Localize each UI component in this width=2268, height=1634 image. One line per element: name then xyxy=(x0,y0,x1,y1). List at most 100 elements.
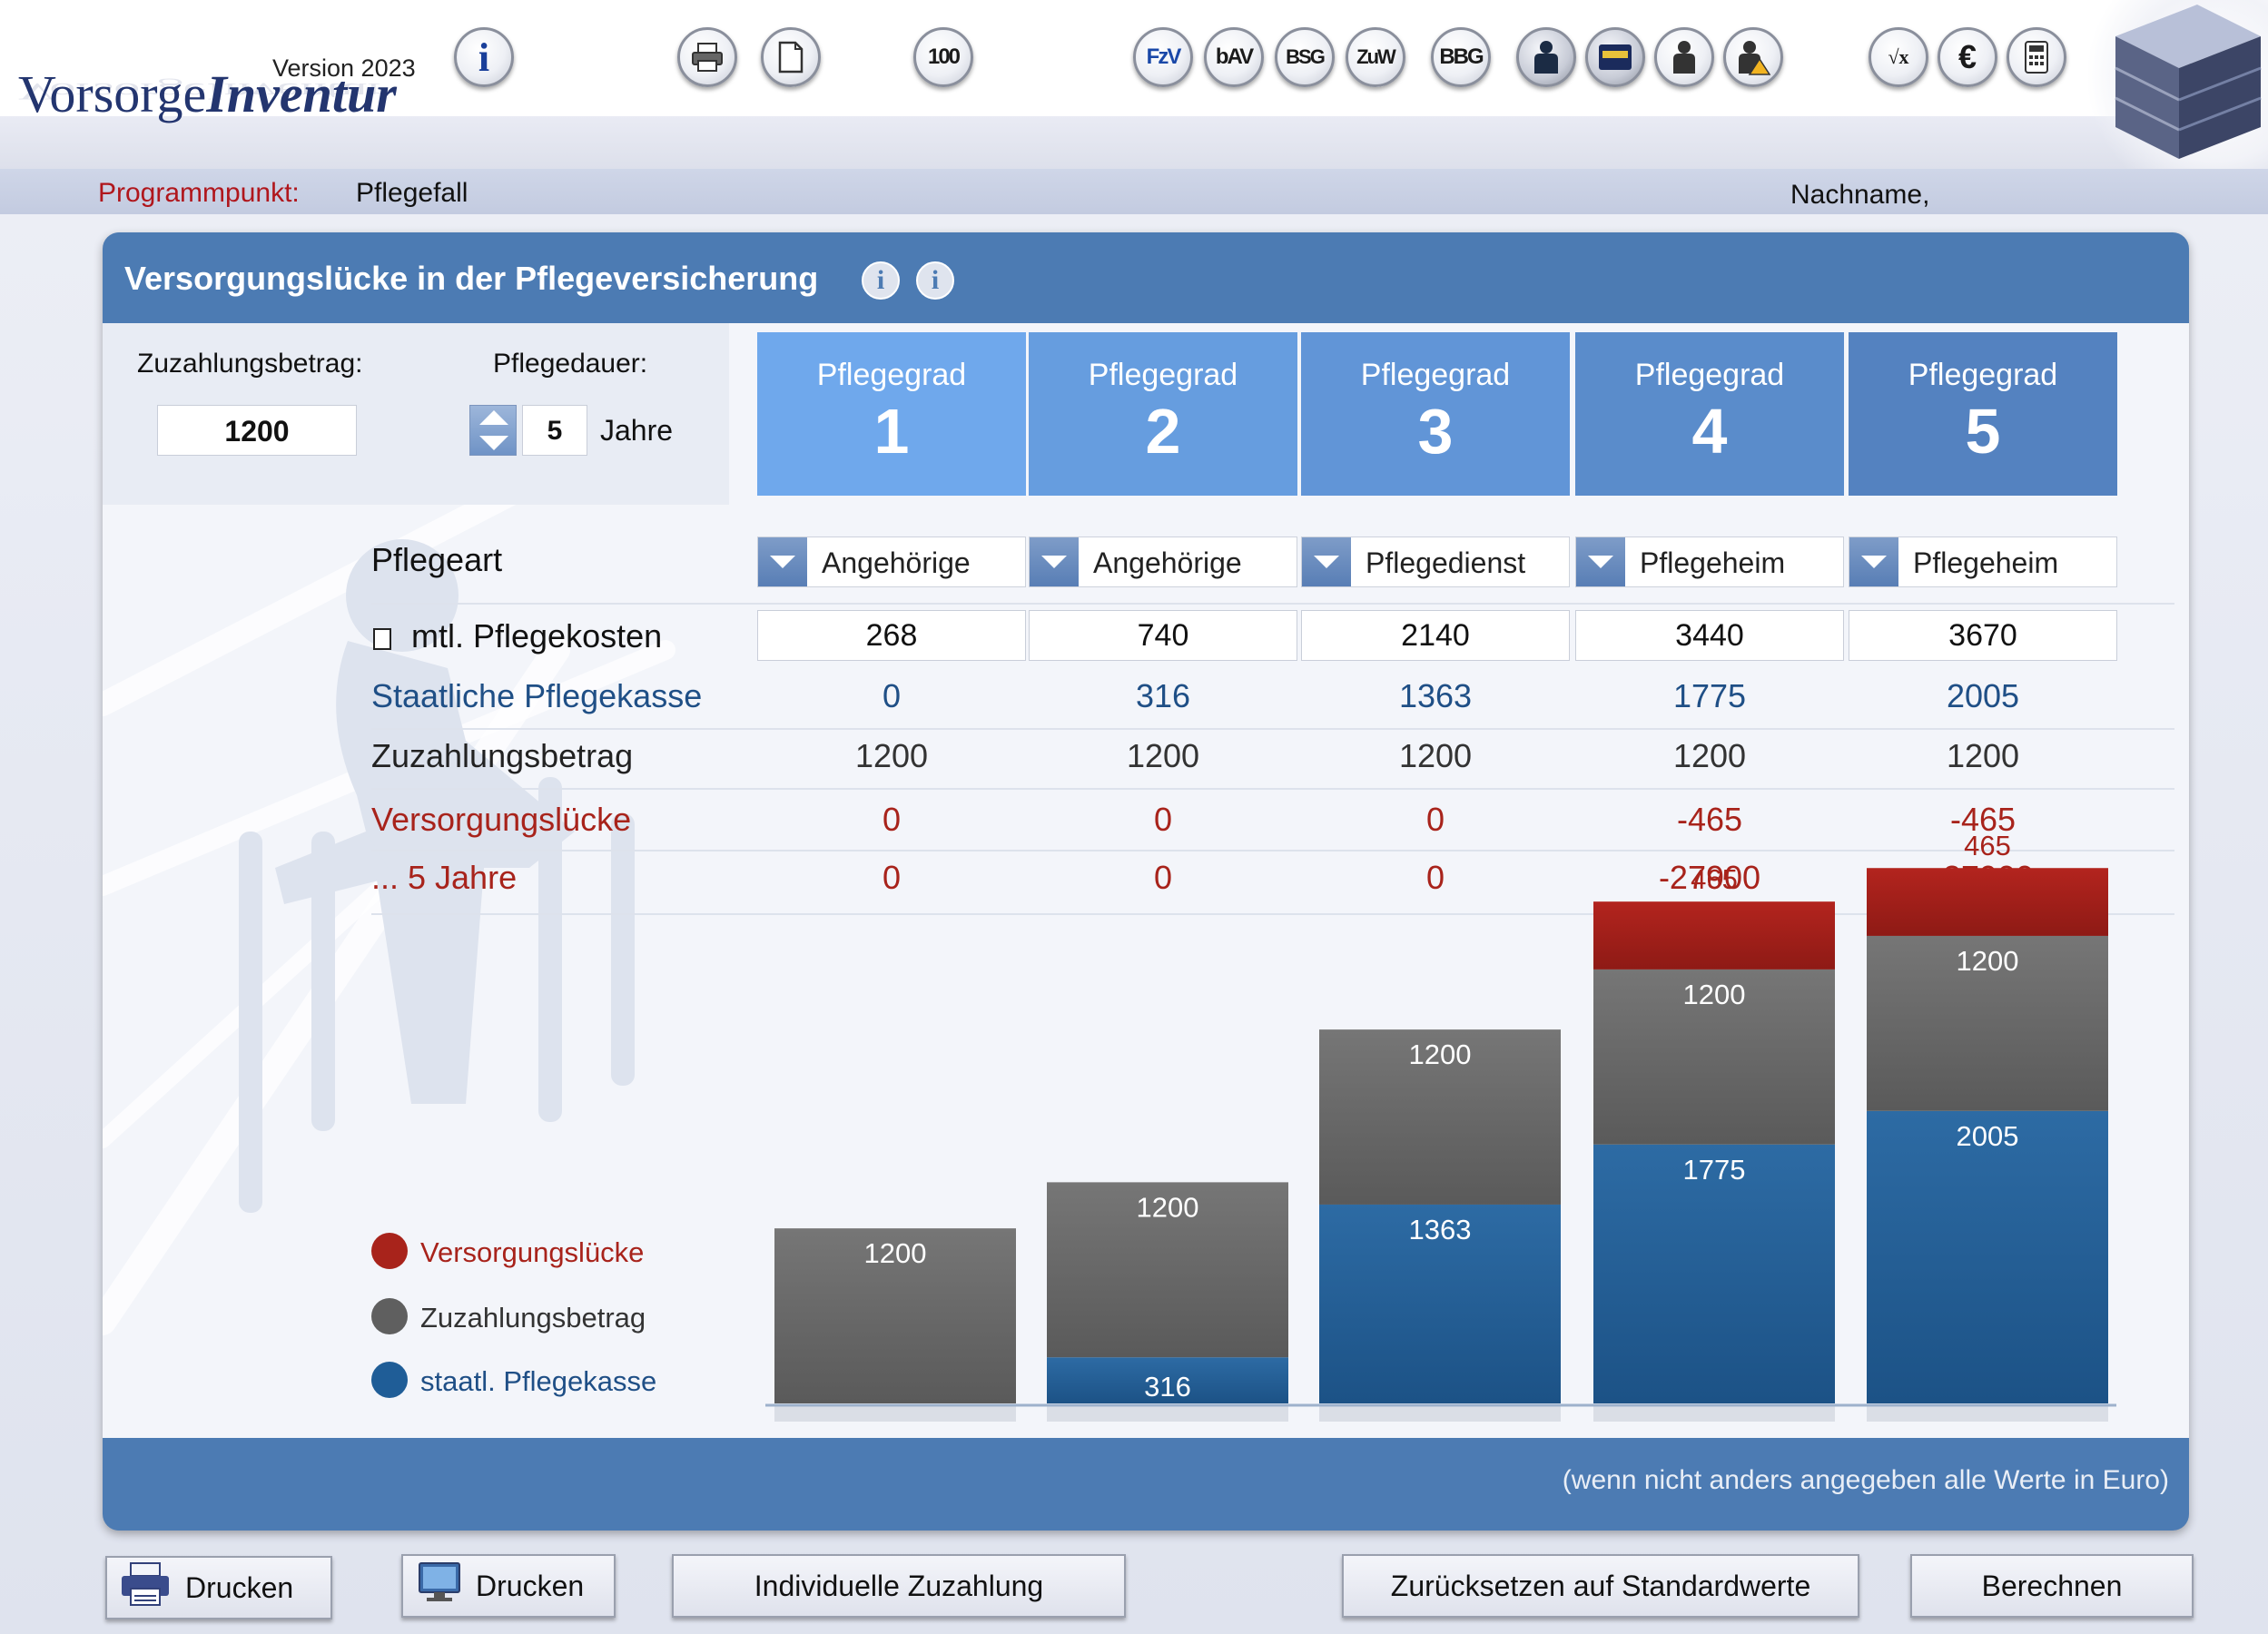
program-value: Pflegefall xyxy=(356,178,468,208)
zuw-icon[interactable]: ZuW xyxy=(1346,27,1405,87)
drucken-printer-button[interactable]: Drucken xyxy=(105,1556,332,1619)
bar-label-kasse-4: 1775 xyxy=(1683,1154,1746,1186)
pflegedauer-stepper[interactable] xyxy=(469,405,517,456)
print-icon[interactable] xyxy=(677,27,737,87)
info-icon-2[interactable]: i xyxy=(916,261,954,300)
row-divider xyxy=(371,913,2174,915)
kosten-checkbox[interactable] xyxy=(373,628,391,650)
stepper-up-icon[interactable] xyxy=(479,410,508,425)
grade-header-3[interactable]: Pflegegrad 3 xyxy=(1301,332,1570,496)
kasse-value-5: 2005 xyxy=(1946,677,2020,714)
kasse-value-1: 0 xyxy=(882,677,902,714)
program-label: Programmpunkt: xyxy=(98,178,300,208)
kosten-input-3[interactable]: 2140 xyxy=(1301,610,1570,661)
bar-segment-zuzahlung-3 xyxy=(1319,1029,1561,1205)
kosten-input-2[interactable]: 740 xyxy=(1029,610,1297,661)
individuelle-zuzahlung-button[interactable]: Individuelle Zuzahlung xyxy=(672,1554,1126,1618)
bar-segment-luecke-5 xyxy=(1867,868,2108,936)
drucken-label-2: Drucken xyxy=(476,1569,585,1602)
bar-segment-zuzahlung-4 xyxy=(1593,969,1835,1145)
wheelchair-watermark-icon xyxy=(103,393,695,1335)
zuzahlung-value-5: 1200 xyxy=(1946,737,2020,774)
jahre-value-4: -27900 xyxy=(1658,859,1761,896)
hundred-icon[interactable]: 100 xyxy=(913,27,973,87)
bar-shadow xyxy=(1047,1405,1288,1422)
bar-segment-kasse-4 xyxy=(1593,1144,1835,1403)
bsg-icon[interactable]: BSG xyxy=(1275,27,1335,87)
zuzahlung-value-1: 1200 xyxy=(854,737,929,774)
zuzahlung-row-label: Zuzahlungsbetrag xyxy=(371,737,634,774)
grade-header-5[interactable]: Pflegegrad 5 xyxy=(1849,332,2117,496)
bav-icon[interactable]: bAV xyxy=(1204,27,1264,87)
jahre-value-1: 0 xyxy=(882,859,902,896)
panel-content: Zuzahlungsbetrag: Pflegedauer: 1200 5 Ja… xyxy=(103,323,2189,1438)
pflegeart-select-3[interactable]: Pflegedienst xyxy=(1301,536,1570,587)
top-bar-shade xyxy=(0,116,2268,169)
legend-luecke: Versorgungslücke xyxy=(420,1236,645,1268)
bar-segment-luecke-4 xyxy=(1593,901,1835,970)
bar-shadow xyxy=(1867,1405,2108,1422)
document-icon[interactable] xyxy=(761,27,821,87)
row-divider xyxy=(371,728,2174,730)
pflegeart-select-5[interactable]: Pflegeheim xyxy=(1849,536,2117,587)
berechnen-button[interactable]: Berechnen xyxy=(1910,1554,2194,1618)
legend-kasse: staatl. Pflegekasse xyxy=(420,1365,657,1397)
main-panel: Versorgungslücke in der Pflegeversicheru… xyxy=(103,232,2189,1531)
chevron-down-icon[interactable] xyxy=(1030,537,1079,586)
kasse-value-2: 316 xyxy=(1135,677,1191,714)
jahre-total-label: ... 5 Jahre xyxy=(371,859,518,896)
zuzahlung-value-3: 1200 xyxy=(1398,737,1473,774)
user-warning-icon[interactable] xyxy=(1723,27,1783,87)
drucken-label-1: Drucken xyxy=(185,1570,294,1604)
bar-segment-kasse-2 xyxy=(1047,1357,1288,1403)
kasse-value-4: 1775 xyxy=(1672,677,1747,714)
luecke-value-3: 0 xyxy=(1425,801,1445,838)
bar-segment-zuzahlung-1 xyxy=(774,1228,1016,1403)
footer-note: (wenn nicht anders angegeben alle Werte … xyxy=(1562,1465,2169,1495)
program-bar xyxy=(0,169,2268,214)
formula-icon[interactable]: √x xyxy=(1869,27,1928,87)
kosten-label: mtl. Pflegekosten xyxy=(411,617,663,655)
calculator-icon[interactable] xyxy=(2007,27,2066,87)
bar-label-zuzahlung-5: 1200 xyxy=(1957,945,2019,977)
chevron-down-icon[interactable] xyxy=(1849,537,1898,586)
chevron-down-icon[interactable] xyxy=(1302,537,1351,586)
stepper-down-icon[interactable] xyxy=(479,436,508,450)
pflegeart-select-1[interactable]: Angehörige xyxy=(757,536,1026,587)
kosten-input-1[interactable]: 268 xyxy=(757,610,1026,661)
fzv-icon[interactable]: FzV xyxy=(1133,27,1193,87)
pflegedauer-input[interactable]: 5 xyxy=(522,405,587,456)
zuzahlung-input[interactable]: 1200 xyxy=(157,405,357,456)
chevron-down-icon[interactable] xyxy=(1576,537,1625,586)
user-icon[interactable] xyxy=(1654,27,1714,87)
luecke-value-2: 0 xyxy=(1153,801,1173,838)
pflegeart-select-4[interactable]: Pflegeheim xyxy=(1575,536,1844,587)
kosten-input-5[interactable]: 3670 xyxy=(1849,610,2117,661)
bar-label-luecke-4: 465 xyxy=(1691,863,1738,895)
person-icon[interactable] xyxy=(1516,27,1576,87)
bbg-icon[interactable]: BBG xyxy=(1431,27,1491,87)
drucken-screen-button[interactable]: Drucken xyxy=(401,1554,616,1618)
jahre-value-2: 0 xyxy=(1153,859,1173,896)
grade-header-1[interactable]: Pflegegrad 1 xyxy=(757,332,1026,496)
bar-label-zuzahlung-4: 1200 xyxy=(1683,979,1746,1010)
grade-header-2[interactable]: Pflegegrad 2 xyxy=(1029,332,1297,496)
legend-dot-zuzahlung xyxy=(371,1298,408,1334)
info-icon[interactable]: i xyxy=(454,27,514,87)
jahre-label: Jahre xyxy=(600,414,674,447)
info-icon-1[interactable]: i xyxy=(862,261,900,300)
monitor-icon xyxy=(418,1561,461,1610)
pflegeart-select-2[interactable]: Angehörige xyxy=(1029,536,1297,587)
grade-header-4[interactable]: Pflegegrad 4 xyxy=(1575,332,1844,496)
euro-icon[interactable]: € xyxy=(1938,27,1997,87)
bar-segment-zuzahlung-5 xyxy=(1867,935,2108,1111)
chevron-down-icon[interactable] xyxy=(758,537,807,586)
luecke-value-1: 0 xyxy=(882,801,902,838)
database-cube-icon xyxy=(2088,0,2268,191)
printer-icon xyxy=(120,1561,171,1614)
bar-segment-zuzahlung-2 xyxy=(1047,1182,1288,1358)
card-icon[interactable] xyxy=(1585,27,1645,87)
kosten-input-4[interactable]: 3440 xyxy=(1575,610,1844,661)
panel-title: Versorgungslücke in der Pflegeversicheru… xyxy=(124,260,819,297)
reset-defaults-button[interactable]: Zurücksetzen auf Standardwerte xyxy=(1342,1554,1859,1618)
